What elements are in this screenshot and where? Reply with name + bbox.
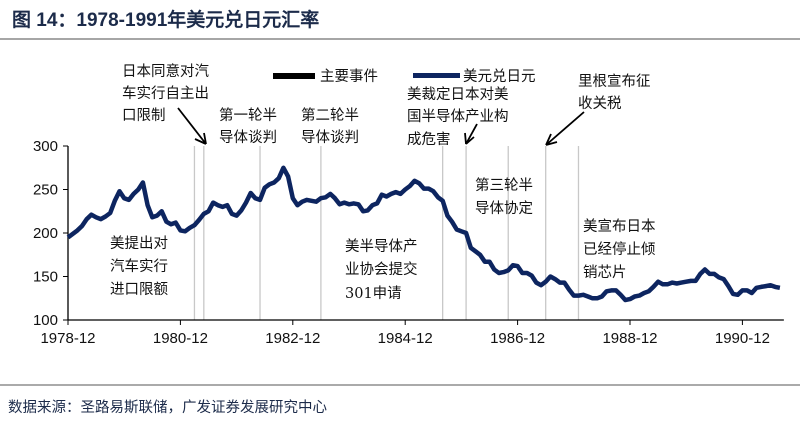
x-tick-label: 1986-12	[490, 330, 545, 347]
annotation-line: 导体谈判	[301, 129, 359, 146]
annotation-arrows	[177, 107, 585, 146]
annotation-line: 导体谈判	[219, 129, 277, 146]
y-tick-label: 300	[33, 138, 58, 155]
legend-series-label: 美元兑日元	[463, 68, 536, 85]
axes: 100 150 200 250 300 1978-12 1980-12 1982-12 1984…	[33, 138, 784, 347]
annotation-semiconductor-talks-2: 第二轮半 导体谈判	[301, 106, 359, 146]
annotation-reagan-tariff: 里根宣布征 收关税	[578, 73, 651, 112]
annotation-semiconductor-agreement-3: 第三轮半 导体协定	[475, 176, 533, 217]
annotation-line: 导体协定	[475, 200, 533, 217]
annotation-line: 国半导体产业构	[407, 108, 509, 125]
annotation-line: 业协会提交	[345, 260, 418, 278]
x-tick-label: 1982-12	[265, 330, 320, 347]
arrow-icon	[545, 111, 585, 146]
y-tick-label: 200	[33, 225, 58, 242]
y-tick-label: 250	[33, 182, 58, 199]
annotation-line: 车实行自主出	[122, 85, 209, 102]
annotation-line: 收关税	[578, 95, 622, 112]
y-tick-label: 100	[33, 312, 58, 329]
annotation-line: 汽车实行	[110, 258, 168, 275]
annotation-line: 口限制	[122, 107, 166, 124]
annotation-line: 日本同意对汽	[122, 62, 209, 80]
annotation-line: 已经停止倾	[583, 241, 656, 258]
annotation-line: 里根宣布征	[578, 73, 651, 90]
annotation-line: 美半导体产	[345, 238, 418, 255]
x-tick-label: 1988-12	[602, 330, 657, 347]
annotation-line: 成危害	[407, 131, 451, 148]
annotation-line: 第三轮半	[475, 176, 533, 194]
annotation-line: 301申请	[345, 285, 402, 302]
x-tick-label: 1984-12	[378, 330, 433, 347]
arrow-icon	[177, 107, 207, 145]
x-tick-label: 1990-12	[715, 330, 770, 347]
annotation-line: 第二轮半	[301, 106, 359, 124]
annotation-semiconductor-talks-1: 第一轮半 导体谈判	[219, 106, 277, 146]
chart-title: 图 14：1978-1991年美元兑日元汇率	[12, 8, 319, 31]
event-lines	[193, 146, 580, 320]
annotation-sia-301-petition: 美半导体产 业协会提交 301申请	[345, 238, 418, 302]
annotation-line: 进口限额	[110, 281, 168, 298]
annotation-line: 第一轮半	[219, 106, 277, 124]
x-tick-label: 1980-12	[153, 330, 208, 347]
annotation-us-injury-ruling: 美裁定日本对美 国半导体产业构 成危害	[407, 86, 509, 148]
annotation-line: 美宣布日本	[583, 218, 656, 235]
x-tick-label: 1978-12	[40, 330, 95, 347]
source-note: 数据来源：圣路易斯联储，广发证券发展研究中心	[8, 399, 327, 416]
annotation-line: 销芯片	[583, 264, 627, 281]
annotation-line: 美裁定日本对美	[407, 86, 509, 103]
annotation-us-auto-quota: 美提出对 汽车实行 进口限额	[110, 235, 168, 298]
annotation-japan-auto-ver: 日本同意对汽 车实行自主出 口限制	[122, 62, 209, 124]
annotation-dumping-stopped: 美宣布日本 已经停止倾 销芯片	[583, 218, 656, 281]
y-tick-label: 150	[33, 269, 58, 286]
annotation-line: 美提出对	[110, 235, 168, 252]
legend-series-swatch	[413, 73, 460, 78]
legend-events-swatch	[273, 73, 315, 79]
series-line-usd-jpy	[66, 165, 781, 303]
arrow-icon	[464, 123, 478, 145]
legend-events-label: 主要事件	[320, 68, 378, 85]
